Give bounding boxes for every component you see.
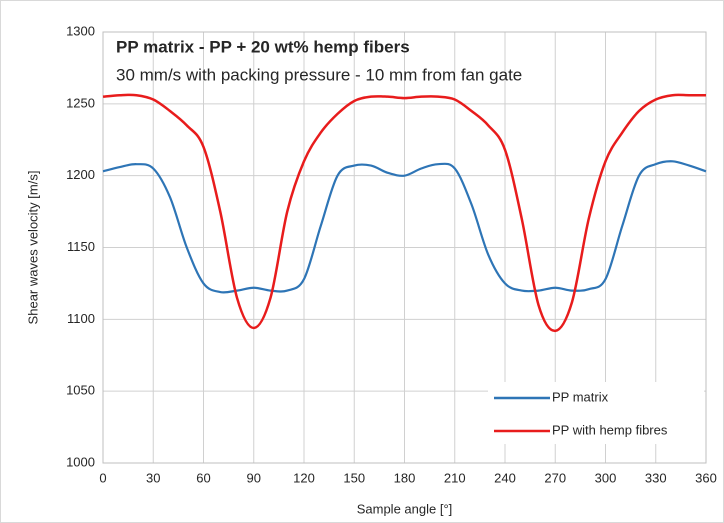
x-tick-label: 330 — [645, 470, 667, 485]
data-line — [102, 93, 706, 333]
y-tick-label: 1200 — [66, 167, 95, 182]
y-axis-label: Shear waves velocity [m/s] — [25, 171, 40, 325]
y-tick-label: 1250 — [66, 95, 95, 110]
x-tick-label: 120 — [293, 470, 315, 485]
x-tick-label: 30 — [146, 470, 160, 485]
legend-box — [488, 382, 704, 444]
y-tick-label: 1000 — [66, 454, 95, 469]
x-tick-label: 60 — [196, 470, 210, 485]
legend-label: PP matrix — [552, 389, 609, 404]
y-tick-label: 1150 — [67, 239, 95, 254]
x-tick-label: 180 — [394, 470, 416, 485]
chart-title: PP matrix - PP + 20 wt% hemp fibers — [116, 37, 410, 56]
x-tick-label: 360 — [695, 470, 717, 485]
x-axis-label: Sample angle [°] — [357, 501, 453, 516]
x-tick-label: 300 — [595, 470, 617, 485]
x-tick-label: 270 — [544, 470, 566, 485]
chart-subtitle: 30 mm/s with packing pressure - 10 mm fr… — [116, 65, 522, 84]
x-tick-label: 150 — [343, 470, 365, 485]
x-tick-label: 0 — [99, 470, 106, 485]
data-line — [102, 160, 707, 294]
x-tick-label: 240 — [494, 470, 516, 485]
x-tick-label: 90 — [247, 470, 261, 485]
legend-label: PP with hemp fibres — [552, 422, 668, 437]
y-tick-label: 1050 — [66, 383, 95, 398]
y-tick-label: 1300 — [66, 23, 95, 38]
x-tick-label: 210 — [444, 470, 466, 485]
y-tick-label: 1100 — [67, 311, 95, 326]
plot-border — [102, 31, 707, 464]
